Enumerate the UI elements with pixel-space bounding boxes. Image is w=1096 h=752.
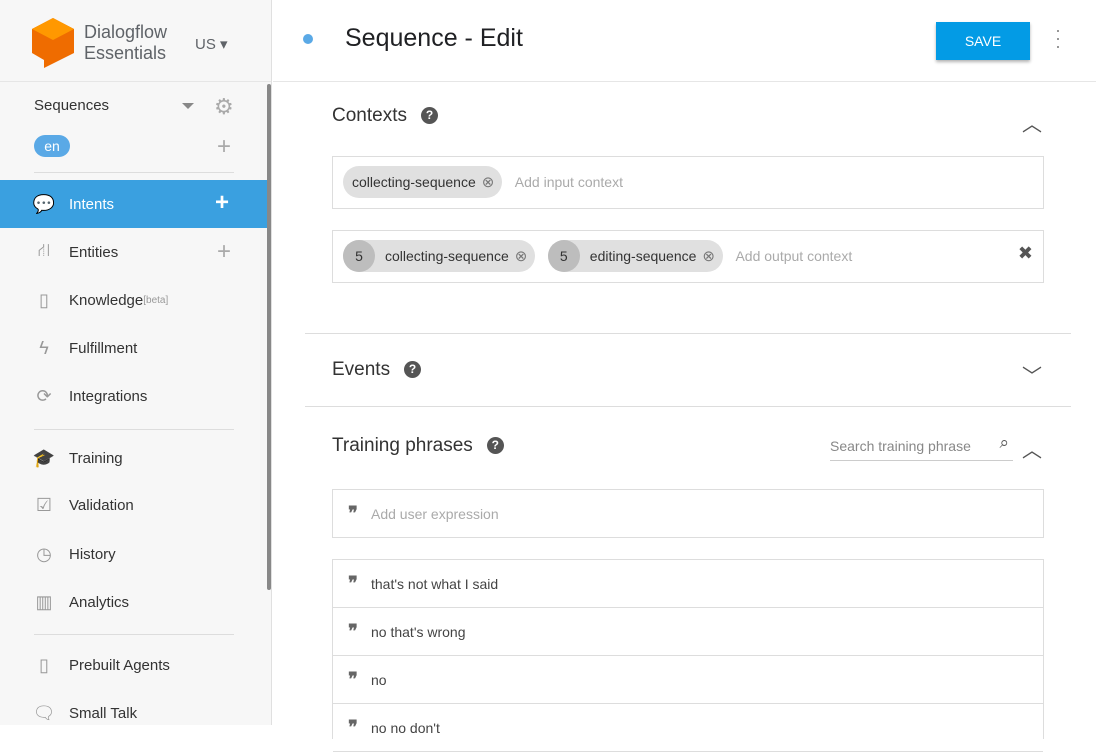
sidebar-item-validation[interactable]: ☑ Validation	[0, 481, 267, 529]
sidebar-item-fulfillment[interactable]: ϟ Fulfillment	[0, 324, 267, 372]
sidebar-item-training[interactable]: 🎓 Training	[0, 434, 267, 482]
sidebar-item-label: Intents	[69, 195, 115, 213]
language-badge[interactable]: en	[34, 135, 70, 157]
region-selector[interactable]: US ▾	[195, 36, 228, 53]
input-context-field[interactable]: collecting-sequence ⊗ Add input context	[332, 156, 1044, 209]
checkbox-icon: ☑	[35, 494, 53, 515]
sidebar-item-label: Validation	[69, 496, 134, 514]
sidebar-item-label: Knowledge	[69, 291, 144, 309]
remove-chip-icon[interactable]: ⊗	[702, 248, 715, 265]
list-item[interactable]: ❞ no that's wrong	[333, 608, 1043, 656]
sidebar-item-label: History	[69, 545, 116, 563]
search-icon[interactable]: ⌕	[999, 433, 1009, 452]
quote-icon: ❞	[348, 621, 358, 641]
list-item[interactable]: ❞ no no don't	[333, 704, 1043, 752]
add-expression-input[interactable]: Add user expression	[371, 505, 499, 522]
sidebar-item-label: Entities	[69, 243, 119, 261]
agent-dropdown-icon[interactable]	[182, 103, 194, 109]
divider	[305, 406, 1071, 407]
page-title: Sequence - Edit	[345, 24, 523, 52]
phrase-text[interactable]: no that's wrong	[371, 623, 466, 640]
quote-icon: ❞	[348, 503, 358, 523]
help-icon[interactable]: ?	[404, 361, 422, 378]
sidebar-item-small-talk[interactable]: 🗨 Small Talk	[0, 689, 267, 737]
help-icon[interactable]: ?	[420, 107, 438, 124]
graduation-cap-icon: 🎓	[32, 447, 56, 468]
add-intent-icon[interactable]: +	[215, 189, 230, 216]
chat-icon: 🗨	[32, 702, 56, 723]
quote-icon: ❞	[348, 573, 358, 593]
dialogflow-logo-icon	[32, 18, 74, 68]
input-context-placeholder[interactable]: Add input context	[514, 174, 623, 190]
list-item[interactable]: ❞ that's not what I said	[333, 560, 1043, 608]
sidebar-scrollbar[interactable]	[267, 84, 271, 590]
app-name: Dialogflow Essentials	[84, 22, 168, 63]
status-dot	[303, 34, 313, 44]
hierarchy-icon: ⛙	[37, 240, 51, 260]
bar-chart-icon: ▥	[35, 591, 53, 612]
clear-icon[interactable]: ✖	[1017, 243, 1033, 263]
remove-chip-icon[interactable]: ⊗	[514, 248, 528, 265]
sidebar-item-entities[interactable]: ⛙ Entities	[0, 228, 267, 276]
beta-badge: [beta]	[143, 294, 169, 306]
save-button[interactable]: SAVE	[936, 22, 1030, 60]
add-language-icon[interactable]: +	[217, 133, 232, 160]
context-chip: 5 collecting-sequence ⊗	[343, 240, 536, 272]
book-icon: ▯	[39, 654, 49, 675]
search-training-phrase-input[interactable]: Search training phrase ⌕	[830, 433, 1013, 461]
sidebar-item-label: Prebuilt Agents	[69, 656, 170, 674]
help-icon[interactable]: ?	[486, 437, 504, 454]
phrase-text[interactable]: no no don't	[371, 719, 440, 736]
divider	[34, 634, 234, 635]
clock-icon: ◷	[36, 543, 52, 564]
sidebar-item-label: Integrations	[69, 387, 148, 405]
sidebar-item-label: Fulfillment	[69, 339, 138, 357]
bolt-icon: ϟ	[39, 337, 49, 358]
add-entity-icon[interactable]: +	[217, 238, 232, 265]
output-context-field[interactable]: 5 collecting-sequence ⊗ 5 editing-sequence ⊗…	[332, 230, 1044, 283]
sync-icon: ⟳	[36, 385, 52, 406]
list-item[interactable]: ❞ no	[333, 656, 1043, 704]
training-phrase-list: ❞ that's not what I said ❞ no that's wrong…	[332, 559, 1044, 752]
sidebar-item-knowledge[interactable]: ▯ Knowledge [beta]	[0, 276, 267, 324]
agent-name[interactable]: Sequences	[34, 97, 110, 114]
remove-chip-icon[interactable]: ⊗	[481, 174, 495, 191]
header: Sequence - Edit SAVE · · ·	[273, 0, 1096, 82]
chat-icon: 💬	[32, 193, 56, 214]
training-phrases-title: Training phrases?	[332, 435, 504, 457]
context-chip: collecting-sequence ⊗	[343, 166, 503, 198]
chevron-up-icon[interactable]: ︿	[1022, 440, 1042, 462]
sidebar: Dialogflow Essentials US ▾ Sequences ⚙ en…	[0, 0, 272, 725]
sidebar-item-integrations[interactable]: ⟳ Integrations	[0, 372, 267, 420]
divider	[34, 172, 234, 173]
quote-icon: ❞	[348, 717, 358, 737]
lifespan-badge[interactable]: 5	[547, 240, 580, 272]
chevron-down-icon[interactable]: ﹀	[1022, 366, 1042, 388]
sidebar-item-label: Analytics	[69, 593, 130, 611]
events-title[interactable]: Events?	[332, 359, 422, 381]
sidebar-item-history[interactable]: ◷ History	[0, 530, 267, 578]
chevron-up-icon[interactable]: ︿	[1022, 114, 1042, 136]
phrase-text[interactable]: no	[371, 671, 387, 688]
contexts-title: Contexts?	[332, 105, 438, 127]
add-user-expression[interactable]: ❞ Add user expression	[332, 489, 1044, 538]
sidebar-item-prebuilt-agents[interactable]: ▯ Prebuilt Agents	[0, 641, 267, 689]
more-vert-icon[interactable]: · · ·	[1055, 20, 1061, 56]
quote-icon: ❞	[348, 669, 358, 689]
sidebar-item-label: Small Talk	[69, 704, 138, 722]
context-chip: 5 editing-sequence ⊗	[547, 240, 723, 272]
sidebar-item-intents[interactable]: 💬 Intents	[0, 180, 267, 228]
sidebar-item-analytics[interactable]: ▥ Analytics	[0, 578, 267, 626]
phrase-text[interactable]: that's not what I said	[371, 575, 499, 592]
book-icon: ▯	[39, 289, 49, 310]
output-context-placeholder[interactable]: Add output context	[735, 248, 853, 264]
lifespan-badge[interactable]: 5	[343, 240, 375, 272]
gear-icon[interactable]: ⚙	[214, 94, 234, 119]
divider	[34, 429, 234, 430]
divider	[305, 333, 1071, 334]
logo: Dialogflow Essentials US ▾	[0, 0, 271, 82]
sidebar-item-label: Training	[69, 449, 123, 467]
